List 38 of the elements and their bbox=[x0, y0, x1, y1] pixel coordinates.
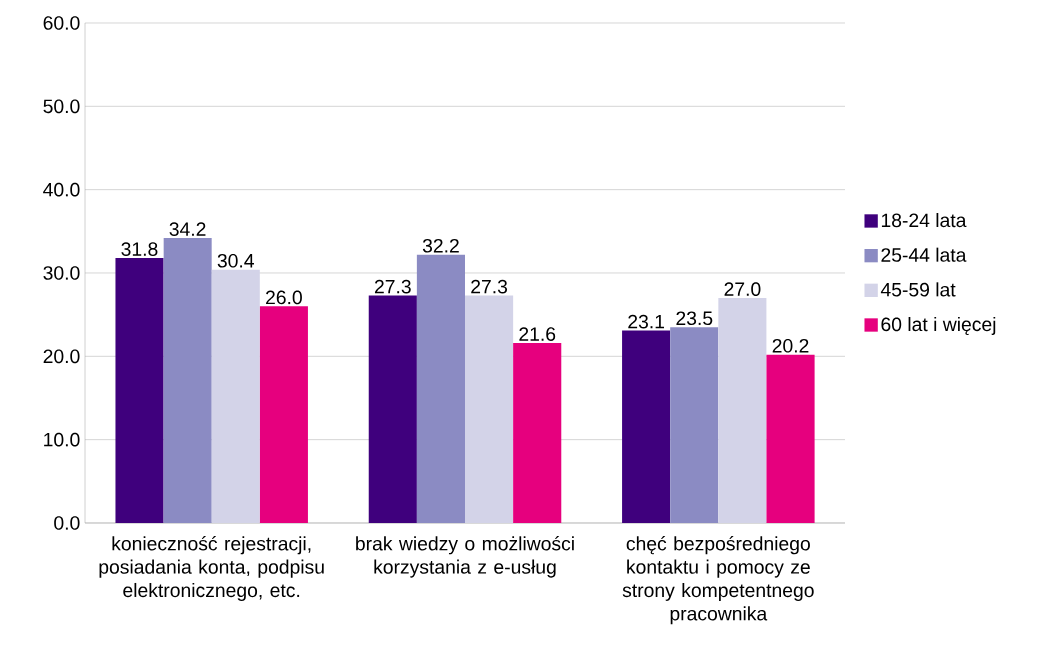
data-label: 27.3 bbox=[374, 279, 411, 294]
data-label: 30.4 bbox=[217, 253, 254, 268]
data-label: 31.8 bbox=[121, 242, 158, 256]
x-tick-label: chęć bezpośredniego kontaktu i pomocy ze strony kompetentnego pracownika bbox=[622, 536, 814, 625]
y-tick-label: 0.0 bbox=[54, 516, 80, 530]
bar bbox=[766, 354, 815, 523]
legend-label: 45-59 lat bbox=[880, 282, 956, 297]
data-label: 32.2 bbox=[422, 238, 459, 253]
bar bbox=[259, 306, 308, 523]
y-tick-label: 10.0 bbox=[44, 432, 80, 447]
data-label: 26.0 bbox=[266, 290, 302, 305]
legend-label: 25-44 lata bbox=[881, 247, 967, 262]
x-tick-label: konieczność rejestracji, posiadania konta, podpisu elektronicznego, etc. bbox=[99, 536, 324, 601]
y-tick-label: 60.0 bbox=[43, 16, 80, 30]
legend-label: 18-24 lata bbox=[881, 212, 967, 228]
data-label: 23.1 bbox=[628, 314, 664, 329]
y-tick-label: 40.0 bbox=[43, 182, 80, 197]
legend-label: 60 lat i więcej bbox=[881, 316, 996, 336]
bar bbox=[622, 330, 671, 523]
bar bbox=[416, 254, 465, 523]
bar bbox=[115, 257, 164, 523]
data-label: 27.0 bbox=[724, 282, 761, 296]
data-label: 34.2 bbox=[169, 222, 206, 236]
y-tick-label: 30.0 bbox=[43, 266, 80, 280]
bar bbox=[211, 269, 260, 523]
bar bbox=[513, 342, 562, 523]
data-label: 21.6 bbox=[519, 327, 556, 341]
x-tick-label: brak wiedzy o możliwości korzystania z e-usług bbox=[356, 536, 574, 578]
bar bbox=[163, 237, 212, 523]
bar bbox=[368, 295, 417, 523]
data-label: 27.3 bbox=[471, 279, 508, 294]
bar bbox=[465, 295, 514, 523]
data-label: 20.2 bbox=[772, 338, 809, 353]
bar bbox=[718, 297, 767, 523]
bar bbox=[670, 327, 719, 523]
y-tick-label: 50.0 bbox=[43, 99, 80, 114]
y-tick-label: 20.0 bbox=[43, 349, 80, 364]
data-label: 23.5 bbox=[676, 311, 713, 326]
